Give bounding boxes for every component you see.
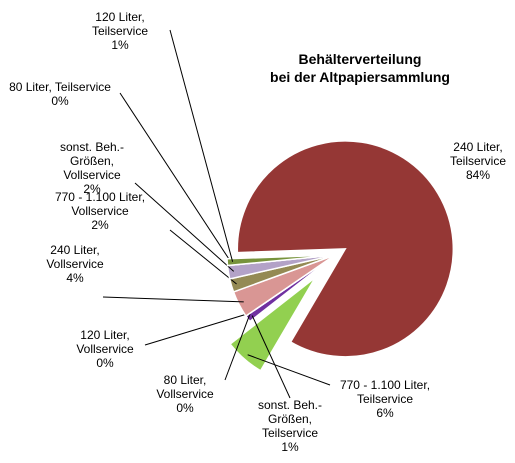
category-label: 240 Liter, Teilservice [449, 140, 507, 168]
value-label: 1% [281, 440, 299, 454]
slice-label: sonst. Beh.- Größen, Teilservice 1% [258, 398, 322, 454]
pie-slice [226, 254, 336, 267]
value-label: 1% [111, 38, 129, 52]
leader-line [169, 229, 237, 285]
leader-line [247, 354, 331, 386]
pie-slice [229, 276, 316, 372]
value-label: 4% [66, 271, 84, 285]
leader-line [169, 29, 234, 262]
value-label: 0% [96, 356, 114, 370]
leader-line [224, 312, 251, 381]
category-label: sonst. Beh.- Größen, Vollservice [59, 140, 125, 182]
category-label: 770 - 1.100 Liter, Vollservice [54, 190, 146, 218]
category-label: 770 - 1.100 Liter, Teilservice [339, 378, 431, 406]
slice-label: 240 Liter, Vollservice 4% [46, 243, 103, 285]
value-label: 2% [83, 182, 101, 196]
category-label: 80 Liter, Teilservice [9, 80, 111, 94]
slice-label: 80 Liter, Vollservice 0% [156, 373, 213, 415]
leader-line [102, 296, 244, 303]
chart-title: Behälterverteilung bei der Altpapiersamm… [270, 51, 450, 85]
leader-line [144, 312, 251, 346]
category-label: sonst. Beh.- Größen, Teilservice [257, 398, 323, 440]
leader-line [251, 315, 291, 399]
leader-line [134, 182, 235, 272]
value-label: 2% [91, 218, 109, 232]
value-label: 0% [176, 401, 194, 415]
slice-label: 770 - 1.100 Liter, Teilservice 6% [340, 378, 430, 420]
category-label: 120 Liter, Vollservice [76, 328, 134, 356]
pie-slice [236, 140, 455, 358]
category-label: 80 Liter, Vollservice [156, 373, 214, 401]
slice-label: 240 Liter, Teilservice 84% [450, 140, 506, 182]
value-label: 6% [376, 406, 394, 420]
slice-label: 120 Liter, Vollservice 0% [76, 328, 133, 370]
slice-label: 770 - 1.100 Liter, Vollservice 2% [55, 190, 145, 232]
leader-line [119, 92, 234, 266]
slice-label: sonst. Beh.- Größen, Vollservice 2% [60, 140, 124, 196]
value-label: 0% [51, 94, 69, 108]
category-label: 120 Liter, Teilservice [91, 10, 149, 38]
category-label: 240 Liter, Vollservice [46, 243, 104, 271]
value-label: 84% [465, 168, 491, 182]
slice-label: 120 Liter, Teilservice 1% [92, 10, 148, 52]
slice-label: 80 Liter, Teilservice 0% [9, 80, 111, 108]
